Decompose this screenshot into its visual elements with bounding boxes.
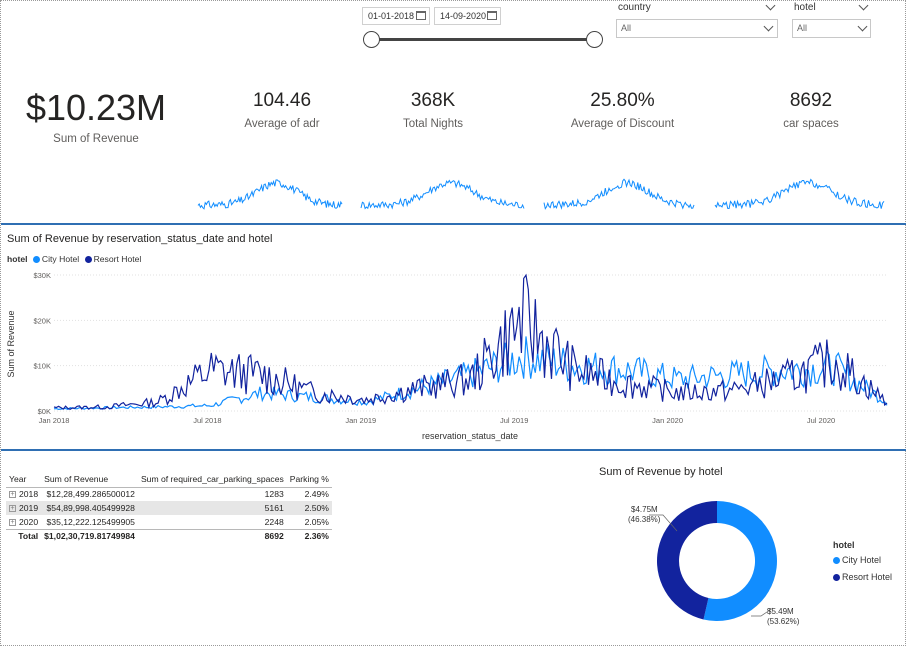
y-tick-label: $10K	[33, 362, 51, 371]
kpi-revenue-label: Sum of Revenue	[53, 133, 139, 145]
kpi-car-value: 8692	[789, 90, 833, 111]
table-row[interactable]: +2018 $12,28,499.286500012 1283 2.49%	[6, 487, 332, 501]
legend-dot-city	[833, 557, 840, 565]
calendar-icon[interactable]	[487, 11, 497, 20]
series-line-city[interactable]	[53, 336, 888, 411]
kpi-nights-label: Total Nights	[402, 118, 464, 130]
series-line-resort[interactable]	[53, 273, 888, 410]
donut-legend-title: hotel	[833, 540, 855, 550]
country-dropdown[interactable]: All	[616, 19, 778, 38]
donut-chart: $4.75M (46.38%) $5.49M (53.62%)	[628, 501, 800, 626]
slice-label-city: $5.49M	[767, 607, 794, 616]
cell-parking: 1283	[264, 489, 284, 500]
line-chart-title: Sum of Revenue by reservation_status_dat…	[7, 233, 273, 245]
date-end-input[interactable]: 14-09-2020	[434, 7, 501, 25]
legend-item-city[interactable]: City Hotel	[41, 254, 80, 264]
section-divider	[1, 223, 906, 225]
date-slider-start-handle[interactable]	[363, 31, 380, 48]
expand-icon[interactable]: +	[9, 491, 16, 499]
x-tick-label: Jan 2020	[652, 416, 683, 425]
legend-dot-city	[32, 256, 40, 264]
slice-pct-city: (53.62%)	[767, 617, 800, 626]
date-start-input[interactable]: 01-01-2018	[362, 7, 430, 25]
revenue-matrix: Year Sum of Revenue Sum of required_car_…	[6, 471, 332, 543]
x-tick-label: Jul 2018	[193, 416, 221, 425]
y-tick-label: $20K	[33, 316, 51, 325]
col-header-revenue[interactable]: Sum of Revenue	[44, 473, 109, 484]
line-chart-legend: hotel City Hotel Resort Hotel	[7, 254, 141, 264]
table-row[interactable]: +2020 $35,12,222.125499905 2248 2.05%	[6, 515, 332, 529]
chevron-down-icon[interactable]	[858, 0, 869, 11]
y-tick-label: $0K	[38, 407, 51, 416]
expand-icon[interactable]: +	[9, 518, 16, 526]
y-axis-title: Sum of Revenue	[6, 310, 16, 377]
sparkline-car	[714, 178, 885, 210]
legend-title: hotel	[7, 254, 28, 264]
x-tick-label: Jul 2019	[500, 416, 528, 425]
donut-slice-city[interactable]	[703, 501, 777, 621]
section-divider	[1, 449, 906, 451]
table-total-row: Total $1,02,30,719.81749984 8692 2.36%	[6, 529, 332, 543]
kpi-discount-value: 25.80%	[590, 90, 655, 111]
cell-pct: 2.50%	[304, 503, 329, 513]
date-start-value: 01-01-2018	[368, 11, 415, 21]
donut-legend-resort[interactable]: Resort Hotel	[833, 572, 892, 582]
date-slider-track[interactable]	[371, 38, 595, 41]
cell-pct: 2.05%	[304, 516, 329, 527]
date-slider-end-handle[interactable]	[586, 31, 603, 48]
hotel-dropdown-value: All	[797, 23, 808, 33]
table-row[interactable]: +2019 $54,89,998.405499928 5161 2.50%	[6, 501, 332, 515]
sparkline-adr	[197, 179, 343, 210]
kpi-revenue-value: $10.23M	[25, 87, 167, 128]
donut-slice-resort[interactable]	[656, 501, 717, 620]
cell-parking: 2248	[264, 516, 284, 527]
cell-revenue: $12,28,499.286500012	[46, 489, 135, 500]
x-tick-label: Jul 2020	[807, 416, 835, 425]
cell-revenue: $35,12,222.125499905	[46, 516, 135, 527]
kpi-car-label: car spaces	[783, 118, 839, 130]
slice-pct-resort: (46.38%)	[628, 515, 661, 524]
legend-dot-resort	[833, 574, 840, 582]
chevron-down-icon[interactable]	[765, 0, 776, 11]
calendar-icon[interactable]	[416, 11, 426, 20]
cell-revenue: $54,89,998.405499928	[46, 503, 135, 513]
kpi-adr-value: 104.46	[252, 90, 312, 111]
sparkline-nights	[360, 179, 525, 210]
donut-chart-title: Sum of Revenue by hotel	[599, 466, 723, 478]
slice-label-resort: $4.75M	[631, 505, 658, 514]
hotel-slicer-title: hotel	[794, 2, 816, 13]
expand-icon[interactable]: +	[9, 505, 16, 513]
kpi-discount-label: Average of Discount	[570, 118, 675, 130]
chevron-down-icon[interactable]	[763, 21, 774, 32]
donut-legend-city[interactable]: City Hotel	[833, 555, 881, 565]
country-dropdown-value: All	[621, 23, 632, 33]
legend-dot-resort	[84, 256, 92, 264]
x-tick-label: Jan 2019	[345, 416, 376, 425]
y-tick-label: $30K	[33, 271, 51, 280]
country-slicer-title: country	[618, 2, 651, 13]
cell-parking: 5161	[264, 503, 284, 513]
line-chart: Sum of Revenue reservation_status_date $…	[6, 271, 888, 441]
x-tick-label: Jan 2018	[39, 416, 70, 425]
col-header-pct[interactable]: Parking %	[289, 473, 329, 484]
col-header-parking[interactable]: Sum of required_car_parking_spaces	[140, 473, 284, 484]
hotel-dropdown[interactable]: All	[792, 19, 871, 38]
kpi-nights-value: 368K	[410, 90, 456, 111]
date-end-value: 14-09-2020	[440, 11, 487, 21]
cell-pct: 2.49%	[304, 489, 329, 500]
col-header-year[interactable]: Year	[9, 473, 27, 484]
sparkline-discount	[543, 178, 695, 210]
chevron-down-icon[interactable]	[857, 21, 868, 32]
kpi-adr-label: Average of adr	[244, 118, 320, 130]
legend-item-resort[interactable]: Resort Hotel	[93, 254, 142, 264]
x-axis-title: reservation_status_date	[422, 431, 518, 441]
